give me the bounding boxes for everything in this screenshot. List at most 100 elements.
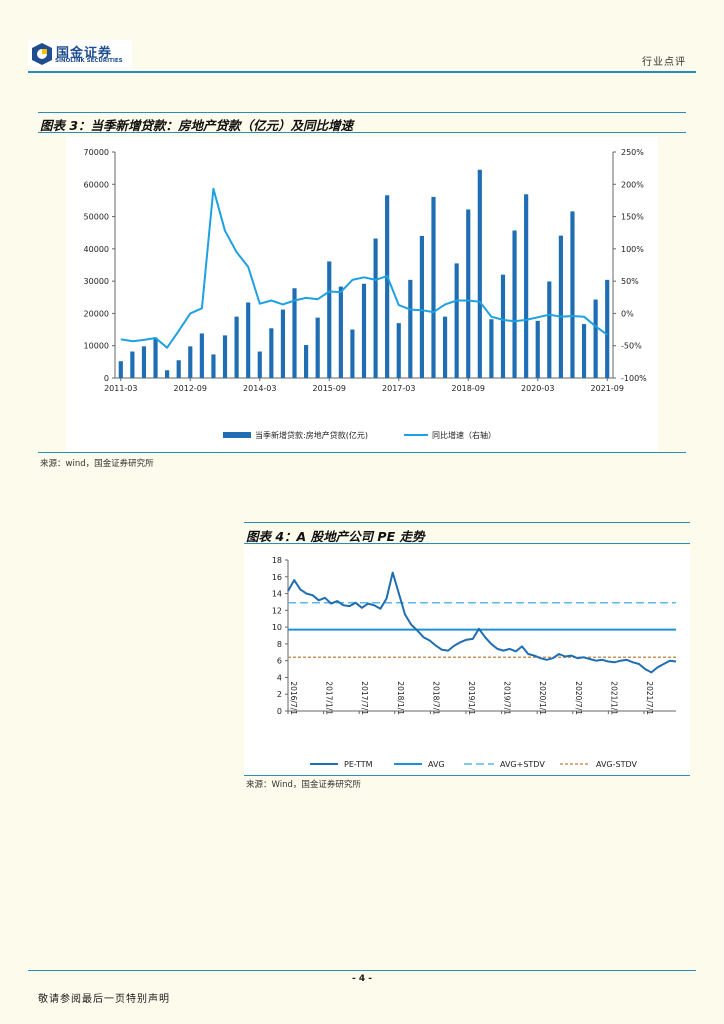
loan-bar: [419, 235, 424, 378]
legend-label-loans: 当季新增贷款:房地产贷款(亿元): [255, 430, 368, 440]
left-axis-tick-label: 30000: [84, 277, 109, 286]
left-axis-tick-label: 40000: [84, 245, 109, 254]
x-axis-tick-label: 2016/7/1: [289, 681, 298, 715]
disclaimer-note: 敬请参阅最后一页特别声明: [38, 994, 170, 1005]
legend-label-avg: AVG: [428, 760, 445, 769]
loan-bar: [535, 320, 540, 378]
figure3-source: 来源：wind，国金证券研究所: [40, 459, 154, 469]
x-axis-tick-label: 2018/7/1: [431, 681, 440, 715]
loan-bar: [188, 346, 193, 378]
right-axis-tick-label: 200%: [621, 180, 644, 189]
loan-bar: [199, 333, 204, 378]
right-axis-tick-label: -50%: [621, 342, 642, 351]
header-divider: [28, 71, 696, 73]
right-axis-tick-label: 100%: [621, 245, 644, 254]
figure3-title-rule: [38, 132, 686, 133]
loan-bar: [327, 261, 332, 378]
figure4-chart-svg: 0 2 4 6 8 10 12 14 16 18 2016/7/1 2017/1/1 2017/7/1 2…: [272, 556, 677, 769]
x-axis-tick-label: 2017/1/1: [325, 681, 334, 715]
page-number: - 4 -: [352, 974, 372, 984]
loan-bar: [269, 328, 274, 378]
left-axis-tick-label: 70000: [84, 148, 109, 157]
left-axis-tick-label: 10000: [84, 342, 109, 351]
loan-bar: [454, 263, 459, 378]
y-axis-tick-label: 2: [277, 690, 282, 699]
loan-bar: [165, 370, 170, 378]
x-axis-tick-label: 2017-03: [382, 384, 415, 393]
figure4-source: 来源：Wind，国金证券研究所: [246, 780, 361, 790]
loan-bar: [558, 235, 563, 378]
loan-bar: [257, 351, 262, 378]
figure4-title: 图表 4：A 股地产公司 PE 走势: [246, 529, 425, 544]
figure3-bottom-rule: [38, 452, 686, 453]
loan-bar: [431, 196, 436, 378]
x-axis-tick-label: 2019/7/1: [503, 681, 512, 715]
loan-bar: [141, 346, 147, 378]
left-axis-tick-label: 0: [104, 374, 109, 383]
x-axis-tick-label: 2012-09: [174, 384, 207, 393]
figure3-chart: 0 10000 20000 30000 40000 50000 60000 70000 -100…: [66, 137, 658, 452]
loan-bar: [466, 209, 471, 378]
x-axis-tick-label: 2015-09: [313, 384, 346, 393]
logo-mark-icon: [32, 43, 52, 65]
y-axis-tick-label: 14: [272, 590, 282, 599]
loan-bar: [130, 351, 135, 378]
loan-bar: [315, 317, 320, 378]
loan-bar: [373, 238, 378, 378]
loan-bar: [489, 319, 494, 378]
x-axis-tick-label: 2020-03: [521, 384, 554, 393]
loan-bar: [280, 309, 286, 378]
x-axis-tick-label: 2019/1/1: [467, 681, 476, 715]
pe-ttm-line: [287, 571, 677, 674]
x-axis-tick-label: 2020/7/1: [574, 681, 583, 715]
x-axis-tick-label: 2018/1/1: [396, 681, 405, 715]
loan-bar: [385, 195, 390, 378]
x-axis-tick-label: 2021-09: [590, 384, 623, 393]
x-axis-tick-label: 2021/7/1: [645, 681, 654, 715]
legend-label-avg-plus: AVG+STDV: [500, 760, 545, 769]
loan-bar: [338, 286, 343, 378]
loan-bar: [605, 279, 610, 378]
y-axis-tick-label: 10: [272, 623, 282, 632]
y-axis-tick-label: 18: [272, 556, 282, 565]
section-label: 行业点评: [642, 57, 686, 68]
x-axis-tick-label: 2011-03: [104, 384, 137, 393]
loan-bar: [118, 361, 123, 378]
figure4-title-rule: [244, 543, 690, 544]
loan-bar: [222, 335, 228, 378]
legend-label-pe: PE-TTM: [344, 760, 373, 769]
loan-bar: [350, 329, 355, 378]
right-axis-tick-label: 150%: [621, 213, 644, 222]
loan-bar: [234, 316, 239, 378]
y-axis-tick-label: 16: [272, 573, 282, 582]
y-axis-tick-label: 12: [272, 606, 282, 615]
right-axis-tick-label: 0%: [621, 309, 634, 318]
logo-text-en: SINOLINK SECURITIES: [55, 58, 123, 64]
loan-bar: [176, 360, 181, 378]
x-axis-tick-label: 2017/7/1: [360, 681, 369, 715]
company-logo: 国金证券 SINOLINK SECURITIES: [28, 40, 132, 68]
loan-bar: [547, 281, 552, 378]
loan-bar: [304, 345, 309, 378]
right-axis-tick-label: -100%: [621, 374, 647, 383]
figure3-title: 图表 3：当季新增贷款：房地产贷款（亿元）及同比增速: [40, 118, 354, 133]
loan-bar: [581, 324, 587, 378]
legend-label-yoy: 同比增速（右轴）: [432, 430, 496, 440]
right-axis-tick-label: 50%: [621, 277, 639, 286]
loan-bar: [524, 194, 529, 378]
legend-label-avg-minus: AVG-STDV: [596, 760, 638, 769]
y-axis-tick-label: 0: [277, 707, 282, 716]
loan-bar: [408, 279, 413, 378]
left-axis-tick-label: 20000: [84, 309, 109, 318]
loan-bar: [246, 302, 251, 378]
x-axis-tick-label: 2021/1/1: [609, 681, 618, 715]
figure4-bottom-rule: [244, 775, 690, 776]
loan-bar: [570, 211, 575, 378]
loan-bar: [593, 299, 598, 378]
loan-bar: [292, 288, 297, 378]
left-axis-tick-label: 50000: [84, 213, 109, 222]
loan-bar: [477, 169, 482, 378]
y-axis-tick-label: 6: [277, 657, 282, 666]
logo-text-cn: 国金证券: [56, 46, 113, 61]
loan-bar: [361, 283, 367, 378]
